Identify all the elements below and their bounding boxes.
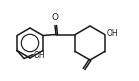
- Text: OH: OH: [107, 29, 118, 38]
- Text: O: O: [52, 12, 59, 21]
- Text: OH: OH: [34, 51, 46, 60]
